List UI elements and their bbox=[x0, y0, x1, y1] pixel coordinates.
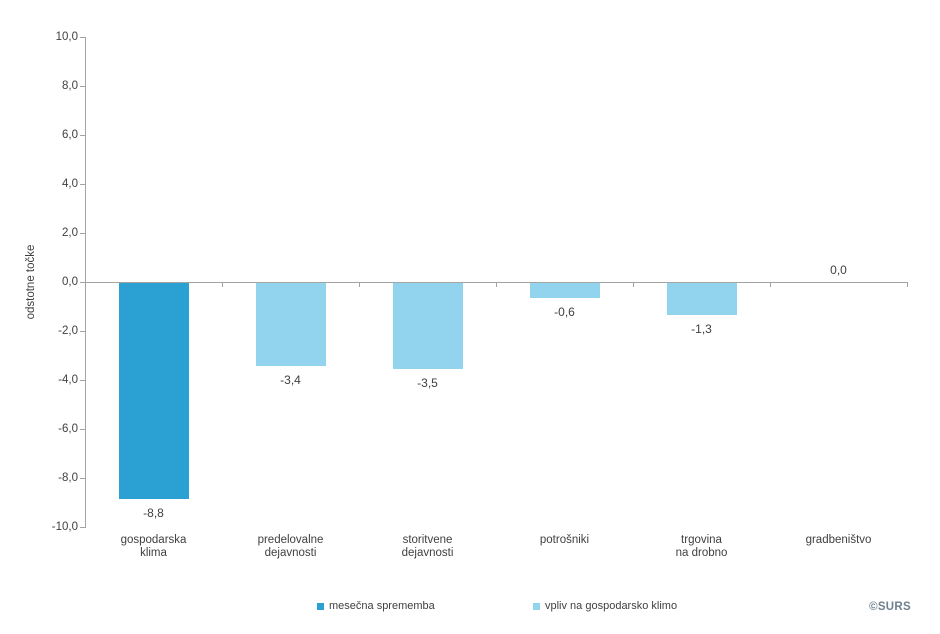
y-tick-label: -8,0 bbox=[58, 472, 78, 484]
y-tick-label: -2,0 bbox=[58, 325, 78, 337]
bar bbox=[118, 283, 189, 499]
y-tick bbox=[80, 86, 85, 87]
y-tick bbox=[80, 380, 85, 381]
y-tick-label: 4,0 bbox=[62, 178, 78, 190]
y-tick bbox=[80, 135, 85, 136]
category-tick bbox=[633, 282, 634, 287]
y-tick bbox=[80, 282, 85, 283]
y-tick bbox=[80, 429, 85, 430]
y-tick-label: -10,0 bbox=[51, 521, 78, 533]
legend-swatch-monthly-change-icon bbox=[317, 602, 324, 610]
category-tick bbox=[770, 282, 771, 287]
y-tick-label: -4,0 bbox=[58, 374, 78, 386]
bar-value-label: -3,4 bbox=[280, 373, 301, 388]
y-tick-label: -6,0 bbox=[58, 423, 78, 435]
category-label: storitvene dejavnosti bbox=[401, 534, 454, 559]
legend-swatch-climate-impact-icon bbox=[533, 602, 540, 610]
y-tick-label: 8,0 bbox=[62, 80, 78, 92]
legend-label-climate-impact: vpliv na gospodarsko klimo bbox=[545, 600, 678, 612]
category-label: gradbeništvo bbox=[805, 534, 872, 546]
category-label: potrošniki bbox=[539, 534, 590, 546]
y-tick-label: 10,0 bbox=[55, 31, 78, 43]
bar bbox=[392, 283, 463, 369]
y-tick bbox=[80, 184, 85, 185]
legend-label-monthly-change: mesečna sprememba bbox=[329, 600, 435, 612]
bar-value-label: -0,6 bbox=[554, 304, 575, 319]
legend-item-climate-impact: vpliv na gospodarsko klimo bbox=[533, 600, 677, 612]
category-tick bbox=[85, 282, 86, 287]
y-tick bbox=[80, 331, 85, 332]
category-tick bbox=[496, 282, 497, 287]
category-tick bbox=[222, 282, 223, 287]
category-tick bbox=[359, 282, 360, 287]
category-label: predelovalne dejavnosti bbox=[257, 534, 324, 559]
bar bbox=[255, 283, 326, 367]
category-label: gospodarska klima bbox=[120, 534, 187, 559]
y-tick bbox=[80, 527, 85, 528]
y-tick bbox=[80, 478, 85, 479]
y-tick-label: 2,0 bbox=[62, 227, 78, 239]
bar bbox=[666, 283, 737, 315]
legend-item-monthly-change: mesečna sprememba bbox=[317, 600, 435, 612]
bar-value-label: -1,3 bbox=[691, 321, 712, 336]
y-tick bbox=[80, 37, 85, 38]
y-tick bbox=[80, 233, 85, 234]
bar bbox=[529, 283, 600, 298]
bar-value-label: -3,5 bbox=[417, 375, 438, 390]
bar-value-label: 0,0 bbox=[830, 263, 847, 277]
category-label: trgovina na drobno bbox=[675, 534, 728, 559]
bar-value-label: -8,8 bbox=[143, 505, 164, 520]
y-tick-label: 6,0 bbox=[62, 129, 78, 141]
source-credit: ©SURS bbox=[869, 601, 911, 613]
category-tick bbox=[907, 282, 908, 287]
y-tick-label: 0,0 bbox=[62, 276, 78, 288]
